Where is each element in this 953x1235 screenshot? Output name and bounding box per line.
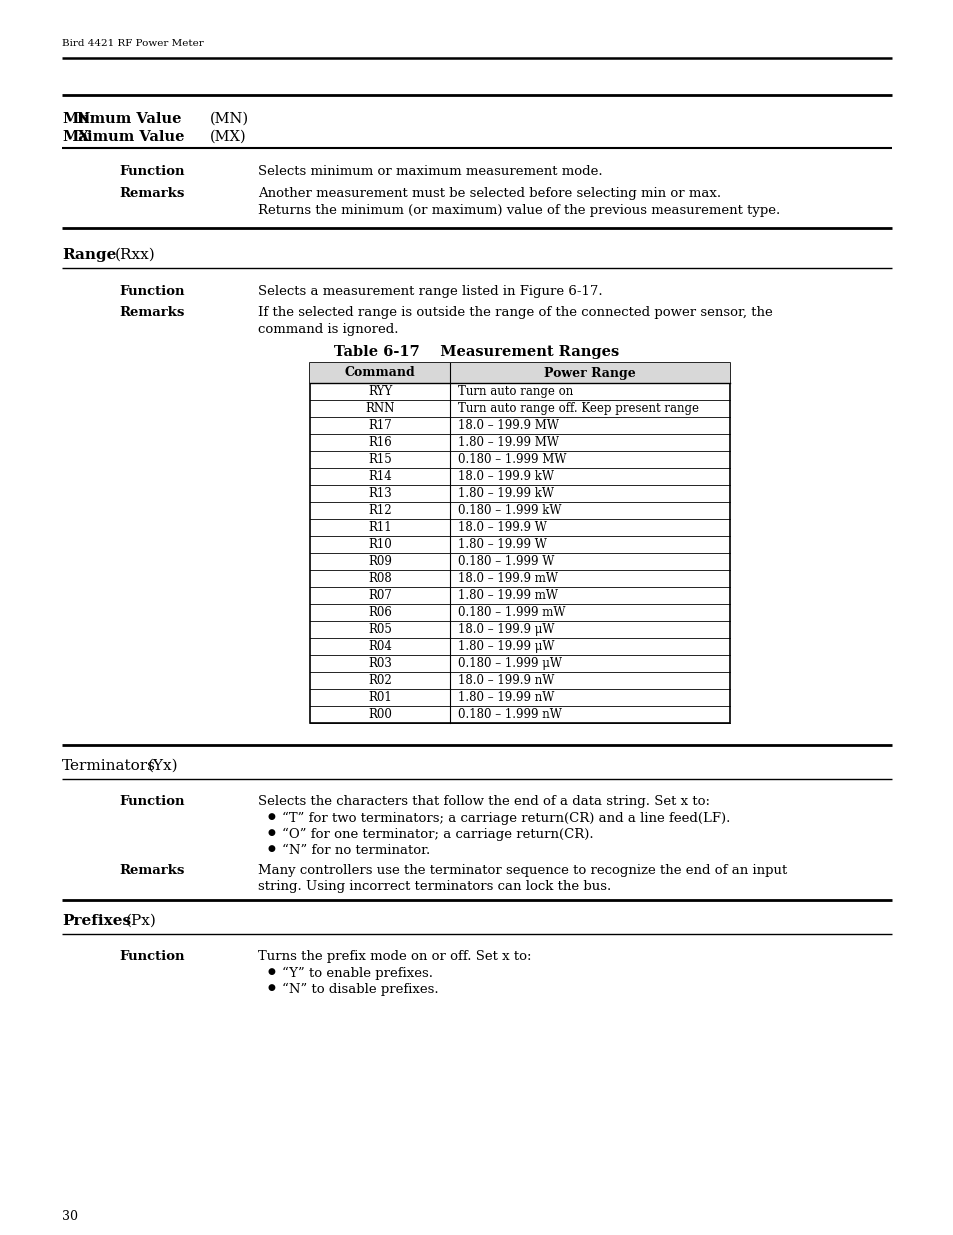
Text: (Px): (Px) <box>126 914 156 927</box>
Text: Another measurement must be selected before selecting min or max.: Another measurement must be selected bef… <box>257 186 720 200</box>
Text: 0.180 – 1.999 mW: 0.180 – 1.999 mW <box>457 606 565 619</box>
Text: 18.0 – 199.9 nW: 18.0 – 199.9 nW <box>457 674 554 687</box>
Text: R11: R11 <box>368 521 392 534</box>
Text: R16: R16 <box>368 436 392 450</box>
Text: R10: R10 <box>368 538 392 551</box>
Text: Prefixes: Prefixes <box>62 914 131 927</box>
Text: R12: R12 <box>368 504 392 517</box>
Text: Command: Command <box>344 367 415 379</box>
Text: Remarks: Remarks <box>119 186 185 200</box>
Text: If the selected range is outside the range of the connected power sensor, the: If the selected range is outside the ran… <box>257 306 772 319</box>
Text: Function: Function <box>119 795 185 808</box>
Text: (Yx): (Yx) <box>148 760 178 773</box>
Text: Range: Range <box>62 248 116 262</box>
Text: Selects a measurement range listed in Figure 6-17.: Selects a measurement range listed in Fi… <box>257 285 602 298</box>
Text: Function: Function <box>119 165 185 178</box>
Text: RYY: RYY <box>368 385 392 398</box>
Text: ●: ● <box>268 983 275 992</box>
Text: 1.80 – 19.99 kW: 1.80 – 19.99 kW <box>457 487 554 500</box>
Text: Remarks: Remarks <box>119 864 185 877</box>
Text: Mi: Mi <box>62 112 84 126</box>
Text: “Y” to enable prefixes.: “Y” to enable prefixes. <box>282 967 433 981</box>
Text: R03: R03 <box>368 657 392 671</box>
Text: (MX): (MX) <box>210 130 247 144</box>
Text: R00: R00 <box>368 708 392 721</box>
Text: Power Range: Power Range <box>543 367 636 379</box>
Text: Selects the characters that follow the end of a data string. Set x to:: Selects the characters that follow the e… <box>257 795 709 808</box>
Text: RNN: RNN <box>365 403 395 415</box>
Text: N: N <box>76 112 90 126</box>
Text: 18.0 – 199.9 mW: 18.0 – 199.9 mW <box>457 572 558 585</box>
Text: Terminators: Terminators <box>62 760 155 773</box>
Text: R01: R01 <box>368 692 392 704</box>
Text: R17: R17 <box>368 419 392 432</box>
Text: 1.80 – 19.99 MW: 1.80 – 19.99 MW <box>457 436 558 450</box>
Text: Function: Function <box>119 285 185 298</box>
Text: ●: ● <box>268 967 275 976</box>
Text: Many controllers use the terminator sequence to recognize the end of an input: Many controllers use the terminator sequ… <box>257 864 786 877</box>
Text: 0.180 – 1.999 MW: 0.180 – 1.999 MW <box>457 453 566 466</box>
Text: Bird 4421 RF Power Meter: Bird 4421 RF Power Meter <box>62 40 204 48</box>
Text: Selects minimum or maximum measurement mode.: Selects minimum or maximum measurement m… <box>257 165 602 178</box>
Text: “N” for no terminator.: “N” for no terminator. <box>282 844 430 857</box>
Text: R14: R14 <box>368 471 392 483</box>
Text: imum Value: imum Value <box>84 112 181 126</box>
Text: R13: R13 <box>368 487 392 500</box>
Text: R02: R02 <box>368 674 392 687</box>
Text: 18.0 – 199.9 kW: 18.0 – 199.9 kW <box>457 471 554 483</box>
Text: 30: 30 <box>62 1210 78 1223</box>
Text: R04: R04 <box>368 640 392 653</box>
Text: Turns the prefix mode on or off. Set x to:: Turns the prefix mode on or off. Set x t… <box>257 950 531 963</box>
Text: R05: R05 <box>368 622 392 636</box>
Text: X: X <box>78 130 90 144</box>
Text: 18.0 – 199.9 MW: 18.0 – 199.9 MW <box>457 419 558 432</box>
Text: R15: R15 <box>368 453 392 466</box>
Text: R07: R07 <box>368 589 392 601</box>
Text: Function: Function <box>119 950 185 963</box>
Text: 0.180 – 1.999 nW: 0.180 – 1.999 nW <box>457 708 561 721</box>
Text: 1.80 – 19.99 mW: 1.80 – 19.99 mW <box>457 589 558 601</box>
Text: command is ignored.: command is ignored. <box>257 324 398 336</box>
Text: R08: R08 <box>368 572 392 585</box>
Text: 1.80 – 19.99 W: 1.80 – 19.99 W <box>457 538 546 551</box>
Text: Remarks: Remarks <box>119 306 185 319</box>
Text: “O” for one terminator; a carriage return(CR).: “O” for one terminator; a carriage retur… <box>282 827 593 841</box>
Text: R09: R09 <box>368 555 392 568</box>
Text: Ma: Ma <box>62 130 88 144</box>
Text: ●: ● <box>268 827 275 837</box>
Text: imum Value: imum Value <box>87 130 184 144</box>
Text: 0.180 – 1.999 W: 0.180 – 1.999 W <box>457 555 554 568</box>
Text: ●: ● <box>268 844 275 853</box>
Text: Returns the minimum (or maximum) value of the previous measurement type.: Returns the minimum (or maximum) value o… <box>257 204 780 217</box>
Text: R06: R06 <box>368 606 392 619</box>
Text: Turn auto range off. Keep present range: Turn auto range off. Keep present range <box>457 403 699 415</box>
Text: 18.0 – 199.9 W: 18.0 – 199.9 W <box>457 521 546 534</box>
Text: 1.80 – 19.99 nW: 1.80 – 19.99 nW <box>457 692 554 704</box>
Text: ●: ● <box>268 811 275 821</box>
Text: (Rxx): (Rxx) <box>115 248 155 262</box>
Text: Table 6-17    Measurement Ranges: Table 6-17 Measurement Ranges <box>334 345 619 359</box>
Bar <box>310 363 729 722</box>
Text: “N” to disable prefixes.: “N” to disable prefixes. <box>282 983 438 997</box>
Text: 0.180 – 1.999 kW: 0.180 – 1.999 kW <box>457 504 561 517</box>
Text: “T” for two terminators; a carriage return(CR) and a line feed(LF).: “T” for two terminators; a carriage retu… <box>282 811 730 825</box>
Text: 1.80 – 19.99 μW: 1.80 – 19.99 μW <box>457 640 554 653</box>
Text: 0.180 – 1.999 μW: 0.180 – 1.999 μW <box>457 657 561 671</box>
Text: (MN): (MN) <box>210 112 249 126</box>
Text: Turn auto range on: Turn auto range on <box>457 385 573 398</box>
Text: string. Using incorrect terminators can lock the bus.: string. Using incorrect terminators can … <box>257 881 611 893</box>
Text: 18.0 – 199.9 μW: 18.0 – 199.9 μW <box>457 622 554 636</box>
Bar <box>310 363 729 383</box>
